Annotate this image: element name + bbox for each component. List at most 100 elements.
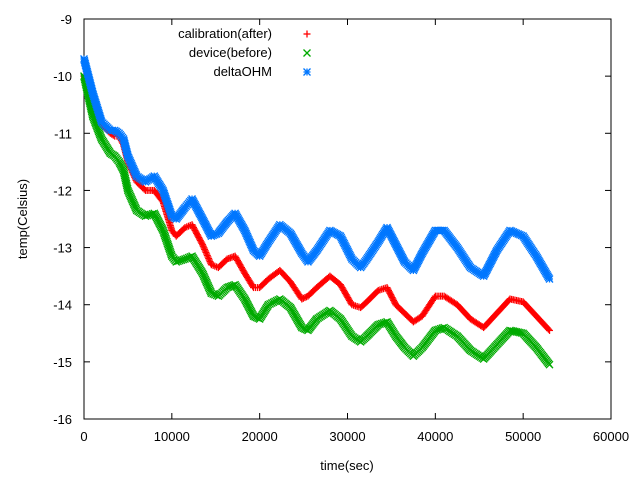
data-point bbox=[506, 326, 514, 335]
data-point bbox=[223, 255, 231, 263]
data-point bbox=[466, 263, 475, 272]
data-point bbox=[374, 237, 383, 246]
y-axis: -16 -15 -14 -13 -12 -11 -10 -9 bbox=[53, 12, 611, 427]
data-point bbox=[409, 318, 417, 326]
data-point bbox=[119, 166, 128, 175]
data-point bbox=[391, 332, 400, 341]
y-tick-label: -11 bbox=[54, 126, 72, 141]
data-point bbox=[336, 232, 345, 241]
data-point bbox=[150, 209, 159, 218]
data-point bbox=[431, 292, 439, 300]
series-calibration-after- bbox=[80, 72, 554, 334]
data-point bbox=[304, 292, 312, 300]
data-point bbox=[207, 261, 215, 269]
series-layer bbox=[80, 55, 554, 369]
data-point bbox=[383, 317, 391, 326]
data-point bbox=[214, 264, 222, 272]
data-point bbox=[453, 243, 462, 252]
data-point bbox=[418, 312, 426, 320]
data-point bbox=[172, 257, 181, 266]
x-axis-label: time(sec) bbox=[320, 458, 373, 473]
data-point bbox=[356, 337, 365, 346]
data-point bbox=[519, 329, 528, 338]
data-point bbox=[519, 232, 528, 241]
data-point bbox=[231, 280, 240, 289]
data-point bbox=[401, 309, 409, 317]
series-fill-mark bbox=[205, 255, 213, 263]
data-point bbox=[115, 129, 124, 138]
data-point bbox=[286, 303, 295, 312]
data-point bbox=[493, 309, 501, 317]
series-fill-mark bbox=[205, 256, 213, 264]
data-point bbox=[374, 286, 382, 294]
legend: calibration(after) device(before) deltaOHM bbox=[178, 26, 311, 79]
data-point bbox=[255, 315, 264, 323]
data-point bbox=[214, 229, 223, 238]
series-fill-mark bbox=[199, 242, 207, 250]
data-point bbox=[97, 117, 106, 126]
data-point bbox=[240, 295, 249, 303]
data-point bbox=[181, 255, 189, 263]
data-point bbox=[519, 298, 527, 306]
data-point bbox=[286, 229, 295, 238]
data-point bbox=[347, 255, 356, 263]
data-point bbox=[119, 135, 128, 143]
data-point bbox=[141, 186, 149, 194]
legend-label: calibration(after) bbox=[178, 26, 272, 41]
data-point bbox=[249, 312, 258, 321]
data-point bbox=[168, 226, 176, 234]
data-point bbox=[392, 301, 400, 309]
series-fill-mark bbox=[301, 294, 309, 302]
data-point bbox=[150, 186, 158, 194]
data-point bbox=[250, 284, 258, 292]
data-point bbox=[198, 269, 207, 278]
data-point bbox=[312, 246, 321, 255]
data-point bbox=[545, 275, 554, 283]
data-point bbox=[159, 186, 168, 195]
data-point bbox=[440, 226, 449, 235]
data-point bbox=[115, 157, 124, 166]
data-point bbox=[297, 249, 306, 258]
data-point bbox=[181, 203, 189, 212]
data-point bbox=[198, 215, 207, 223]
data-point bbox=[123, 152, 132, 161]
data-point bbox=[141, 177, 150, 186]
data-point bbox=[275, 295, 284, 303]
data-point bbox=[383, 223, 391, 232]
series-device-before- bbox=[80, 72, 554, 369]
data-point bbox=[348, 301, 356, 309]
data-point bbox=[150, 172, 159, 181]
data-point bbox=[123, 186, 132, 195]
y-tick-label: -16 bbox=[53, 412, 72, 427]
data-point bbox=[255, 252, 264, 261]
data-point bbox=[532, 343, 541, 352]
data-point bbox=[275, 220, 284, 229]
legend-label: device(before) bbox=[189, 45, 272, 60]
data-point bbox=[141, 212, 150, 221]
data-point bbox=[231, 252, 239, 260]
series-fill-mark bbox=[203, 250, 211, 258]
data-point bbox=[480, 324, 488, 332]
series-fill-mark bbox=[438, 324, 447, 333]
x-tick-label: 60000 bbox=[593, 429, 629, 444]
data-point bbox=[207, 289, 216, 298]
data-point bbox=[276, 266, 284, 274]
y-tick-label: -13 bbox=[53, 241, 72, 256]
series-fill-mark bbox=[201, 245, 209, 253]
data-point bbox=[506, 295, 514, 303]
data-point bbox=[545, 360, 554, 369]
x-tick-label: 30000 bbox=[329, 429, 365, 444]
data-point bbox=[466, 315, 474, 323]
legend-marker bbox=[303, 68, 311, 76]
data-point bbox=[298, 295, 306, 303]
data-point bbox=[88, 89, 97, 98]
series-deltaohm bbox=[80, 55, 554, 283]
y-tick-label: -9 bbox=[60, 12, 72, 27]
series-fill-mark bbox=[202, 248, 210, 256]
data-point bbox=[207, 232, 216, 241]
data-point bbox=[546, 326, 554, 334]
series-fill-mark bbox=[299, 294, 307, 302]
data-point bbox=[249, 246, 258, 255]
y-axis-label: temp(Celsius) bbox=[15, 179, 30, 259]
